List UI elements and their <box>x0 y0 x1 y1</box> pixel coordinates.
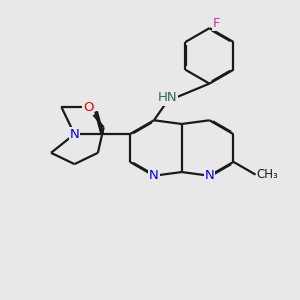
Text: HN: HN <box>158 92 177 104</box>
Text: N: N <box>205 169 214 182</box>
Text: N: N <box>149 169 159 182</box>
Text: F: F <box>213 17 220 30</box>
Text: O: O <box>83 101 93 114</box>
Text: CH₃: CH₃ <box>256 168 278 181</box>
Text: N: N <box>70 128 79 141</box>
